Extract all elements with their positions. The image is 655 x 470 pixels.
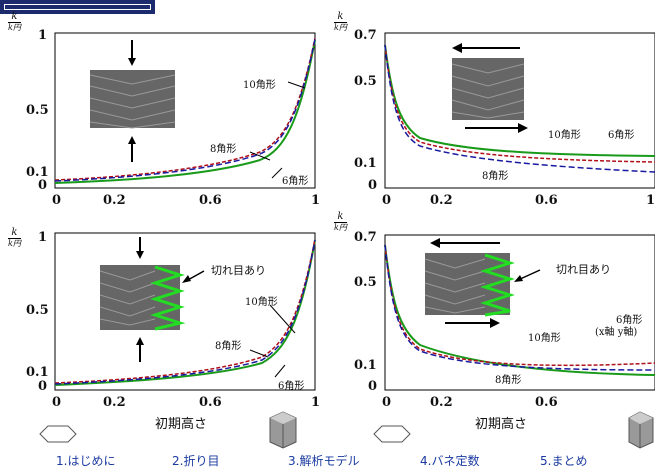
spring-image	[89, 40, 176, 162]
y-tick: 0	[368, 178, 378, 193]
3d-model-icon[interactable]	[625, 410, 655, 450]
curve-green	[54, 39, 316, 184]
x-tick: 0	[52, 193, 62, 208]
y-tick: 0.1	[26, 165, 49, 180]
y-tick: 0.5	[26, 103, 49, 118]
y-tick: 0	[38, 379, 48, 394]
nav-spring-constant[interactable]: 4.バネ定数	[420, 454, 480, 468]
y-tick: 1	[38, 230, 48, 245]
curve-blue	[384, 44, 655, 173]
nav-crease[interactable]: 2.折り目	[172, 454, 220, 468]
annotation-axes: (x軸 y軸)	[595, 327, 638, 338]
chart-bottom-left: k k円 切れ目あり 1 0.5 0.1 0 0 0.2 0.6 1 初期高さ 1…	[0, 225, 330, 440]
y-axis-label: k k円	[334, 11, 347, 32]
curve-green	[384, 244, 655, 376]
chart-top-left: k k円 1 0.5 0.1 0 0 0.2 0.6 1 10角形 8角形 6角形	[0, 0, 330, 225]
y-tick: 0.1	[354, 156, 377, 171]
curve-blue	[384, 244, 655, 371]
x-tick: 0	[382, 193, 392, 208]
curve-red	[54, 37, 316, 181]
y-tick: 1	[38, 28, 48, 43]
curve-green	[384, 44, 655, 157]
spring-image-cut	[99, 237, 205, 362]
x-tick: 0.2	[103, 193, 126, 208]
nav-analysis-model[interactable]: 3.解析モデル	[288, 454, 360, 468]
plot-area	[54, 232, 316, 391]
curve-red	[384, 44, 655, 163]
chart-bottom-right: k k円 切れ目あり 0.7 0.5 0.1 0 0 0.2 0.6 初期高さ 1…	[330, 212, 655, 440]
x-axis-title: 初期高さ	[475, 417, 528, 432]
curve-red	[54, 238, 316, 384]
prev-hexagon-button[interactable]	[38, 425, 78, 443]
y-tick: 0.7	[354, 28, 377, 43]
next-hexagon-button[interactable]	[372, 425, 412, 443]
series-label: 10角形	[243, 80, 276, 91]
x-tick: 0	[382, 395, 392, 410]
plot-area	[54, 32, 316, 189]
y-tick: 0	[368, 379, 378, 394]
curve-blue	[54, 239, 316, 385]
plot-area	[384, 32, 655, 189]
series-label: 6角形	[608, 130, 635, 141]
x-tick: 0.2	[103, 395, 126, 410]
series-label: 8角形	[482, 171, 509, 182]
x-tick: 0.6	[199, 395, 222, 410]
spring-image	[451, 43, 528, 133]
y-tick: 0.1	[354, 358, 377, 373]
curve-blue	[54, 38, 316, 182]
series-label: 6角形	[616, 315, 643, 326]
title-bar	[0, 0, 155, 14]
series-label: 8角形	[495, 375, 522, 386]
series-label: 10角形	[548, 130, 581, 141]
series-label: 8角形	[215, 341, 242, 352]
nav-summary[interactable]: 5.まとめ	[540, 454, 588, 468]
x-tick: 0	[52, 395, 62, 410]
series-label: 10角形	[528, 333, 561, 344]
y-tick: 0.7	[354, 230, 377, 245]
x-tick: 0.6	[199, 193, 222, 208]
y-axis-label: k k円	[8, 11, 21, 32]
y-axis-label: k k円	[8, 227, 21, 248]
x-tick: 0.2	[430, 395, 453, 410]
series-label: 6角形	[282, 176, 309, 187]
x-tick: 1	[311, 395, 321, 410]
3d-model-icon[interactable]	[266, 410, 300, 450]
series-label: 6角形	[278, 381, 305, 392]
y-tick: 0.1	[26, 365, 49, 380]
x-tick: 1	[646, 193, 655, 208]
y-tick: 0.5	[354, 275, 377, 290]
annotation-note: 切れ目あり	[211, 264, 266, 277]
x-tick: 1	[311, 193, 321, 208]
x-tick: 0.2	[430, 193, 453, 208]
series-label: 10角形	[245, 297, 278, 308]
y-tick: 0.5	[26, 303, 49, 318]
plot-area	[384, 234, 655, 391]
chart-top-right: k k円 0.7 0.5 0.1 0 0 0.2 0.6 1 10角形 6角形 8…	[330, 0, 655, 225]
nav-intro[interactable]: 1.はじめに	[56, 454, 116, 468]
y-tick: 0	[38, 178, 48, 193]
x-axis-title: 初期高さ	[155, 417, 208, 432]
y-tick: 0.5	[354, 74, 377, 89]
y-axis-label: k k円	[334, 211, 347, 232]
x-tick: 0.6	[535, 193, 558, 208]
spring-image-cut	[424, 238, 541, 328]
curve-green	[54, 239, 316, 386]
annotation-note: 切れ目あり	[556, 263, 611, 276]
series-label: 8角形	[210, 144, 237, 155]
x-tick: 0.6	[535, 395, 558, 410]
